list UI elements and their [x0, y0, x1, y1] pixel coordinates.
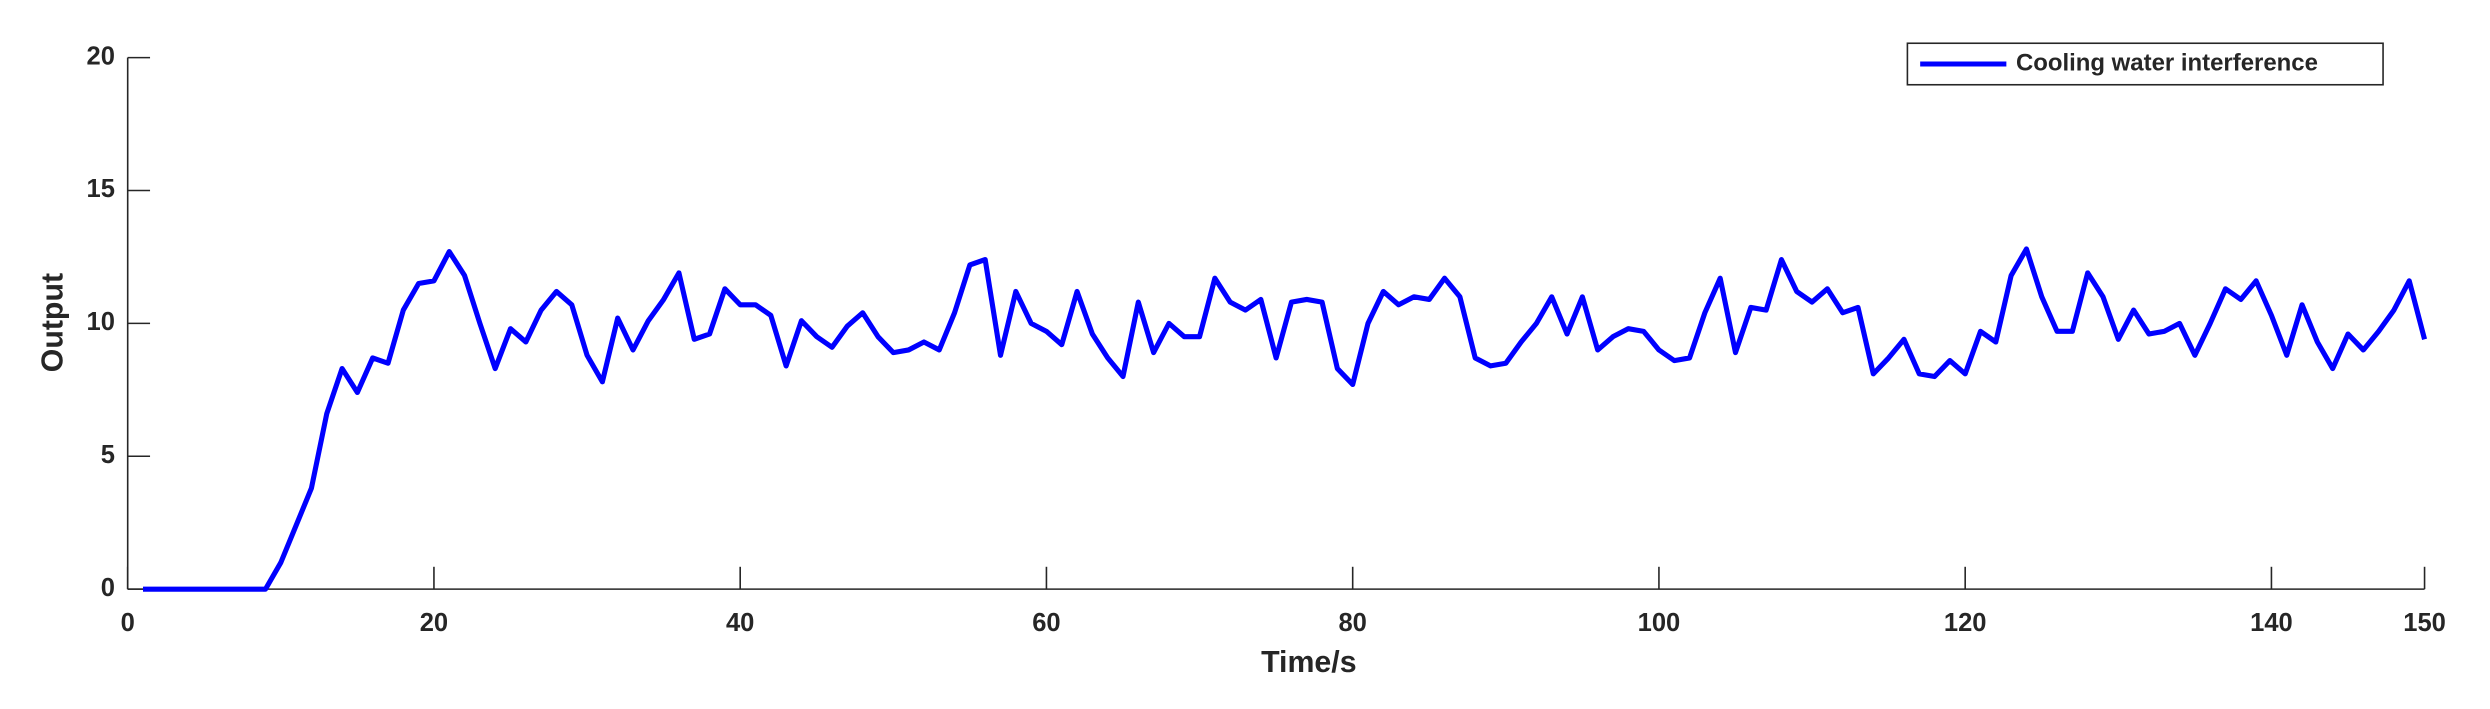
y-tick-label: 0: [101, 574, 115, 602]
x-tick-label: 100: [1638, 609, 1681, 637]
x-tick-label: 40: [726, 609, 754, 637]
x-tick-label: 0: [121, 609, 135, 637]
line: [142, 246, 2428, 592]
x-tick-label: 20: [420, 609, 448, 637]
y-tick-label: 10: [87, 308, 115, 336]
x-tick-label: 140: [2250, 609, 2293, 637]
y-axis-label: Output: [36, 273, 69, 372]
y-tick-label: 5: [101, 441, 115, 469]
x-tick-label: 60: [1032, 609, 1060, 637]
x-tick-label: 150: [2403, 609, 2446, 637]
x-tick-label: 80: [1338, 609, 1366, 637]
y-tick-label: 15: [87, 175, 115, 203]
x-tick-label: 120: [1944, 609, 1987, 637]
legend-label: Cooling water interference: [2016, 49, 2318, 76]
y-tick-label: 20: [87, 42, 115, 70]
x-axis-label: Time/s: [1261, 646, 1356, 679]
